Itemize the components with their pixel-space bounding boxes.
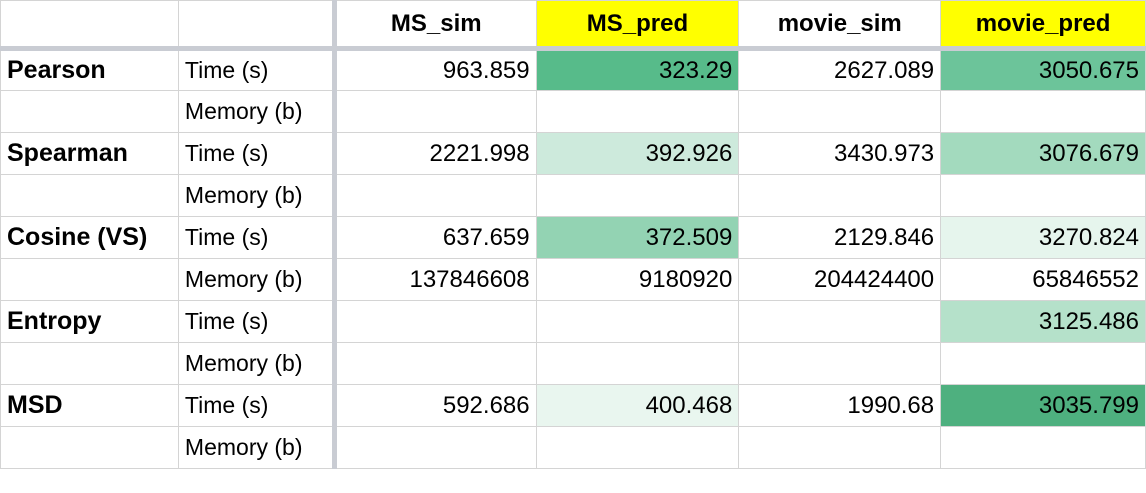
ms-sim-cell[interactable] — [333, 342, 537, 385]
row-label-cell[interactable]: Memory (b) — [177, 426, 337, 469]
ms-pred-cell[interactable] — [535, 342, 740, 385]
ms-sim-cell[interactable]: 592.686 — [333, 384, 537, 427]
table-row: Entropy Time (s) 3125.486 — [0, 300, 1146, 343]
ms-pred-cell[interactable] — [535, 426, 740, 469]
ms-sim-cell[interactable] — [333, 300, 537, 343]
movie-pred-cell[interactable]: 65846552 — [940, 258, 1146, 301]
metric-name-cell[interactable] — [0, 90, 179, 133]
movie-sim-cell[interactable] — [738, 342, 942, 385]
ms-pred-cell[interactable] — [535, 300, 740, 343]
row-label-cell[interactable]: Time (s) — [177, 48, 337, 91]
header-cell-movie-pred[interactable]: movie_pred — [940, 0, 1146, 51]
movie-pred-cell[interactable] — [940, 426, 1146, 469]
movie-sim-cell[interactable] — [738, 90, 942, 133]
movie-pred-cell[interactable] — [940, 342, 1146, 385]
metric-name-cell[interactable]: MSD — [0, 384, 179, 427]
metric-name-cell[interactable] — [0, 174, 179, 217]
movie-pred-cell[interactable]: 3076.679 — [940, 132, 1146, 175]
table-row: Memory (b) — [0, 342, 1146, 385]
metric-name-cell[interactable] — [0, 342, 179, 385]
row-label-cell[interactable]: Time (s) — [177, 132, 337, 175]
table-row: Memory (b) 137846608 9180920 204424400 65846… — [0, 258, 1146, 301]
header-cell-corner[interactable] — [0, 0, 179, 51]
metric-name-cell[interactable] — [0, 258, 179, 301]
row-label-cell[interactable]: Memory (b) — [177, 342, 337, 385]
ms-sim-cell[interactable]: 637.659 — [333, 216, 537, 259]
movie-sim-cell[interactable]: 1990.68 — [738, 384, 942, 427]
movie-sim-cell[interactable]: 2627.089 — [738, 48, 942, 91]
movie-pred-cell[interactable]: 3035.799 — [940, 384, 1146, 427]
row-label-cell[interactable]: Memory (b) — [177, 90, 337, 133]
metric-name-cell[interactable]: Spearman — [0, 132, 179, 175]
metric-name-cell[interactable]: Cosine (VS) — [0, 216, 179, 259]
table-row: Memory (b) — [0, 90, 1146, 133]
header-cell-label[interactable] — [177, 0, 337, 51]
ms-sim-cell[interactable] — [333, 174, 537, 217]
row-label-cell[interactable]: Time (s) — [177, 384, 337, 427]
table-row: MSD Time (s) 592.686 400.468 1990.68 3035.799 — [0, 384, 1146, 427]
movie-sim-cell[interactable] — [738, 174, 942, 217]
ms-pred-cell[interactable] — [535, 174, 740, 217]
row-label-cell[interactable]: Time (s) — [177, 300, 337, 343]
ms-pred-cell[interactable]: 372.509 — [535, 216, 740, 259]
ms-sim-cell[interactable] — [333, 426, 537, 469]
movie-sim-cell[interactable] — [738, 300, 942, 343]
table-row: Cosine (VS) Time (s) 637.659 372.509 2129.84… — [0, 216, 1146, 259]
ms-sim-cell[interactable] — [333, 90, 537, 133]
table-body: Pearson Time (s) 963.859 323.29 2627.089 3050… — [0, 48, 1146, 469]
movie-pred-cell[interactable]: 3050.675 — [940, 48, 1146, 91]
header-cell-movie-sim[interactable]: movie_sim — [738, 0, 942, 51]
header-cell-ms-sim[interactable]: MS_sim — [333, 0, 537, 51]
ms-pred-cell[interactable]: 323.29 — [535, 48, 740, 91]
row-label-cell[interactable]: Time (s) — [177, 216, 337, 259]
movie-sim-cell[interactable]: 3430.973 — [738, 132, 942, 175]
ms-pred-cell[interactable]: 400.468 — [535, 384, 740, 427]
movie-sim-cell[interactable]: 204424400 — [738, 258, 942, 301]
ms-pred-cell[interactable]: 9180920 — [535, 258, 740, 301]
table-row: Spearman Time (s) 2221.998 392.926 3430.973 3… — [0, 132, 1146, 175]
movie-pred-cell[interactable]: 3125.486 — [940, 300, 1146, 343]
ms-pred-cell[interactable] — [535, 90, 740, 133]
header-row: MS_sim MS_pred movie_sim movie_pred — [0, 0, 1146, 51]
table-row: Pearson Time (s) 963.859 323.29 2627.089 3050… — [0, 48, 1146, 91]
row-label-cell[interactable]: Memory (b) — [177, 174, 337, 217]
ms-sim-cell[interactable]: 2221.998 — [333, 132, 537, 175]
movie-pred-cell[interactable] — [940, 90, 1146, 133]
ms-pred-cell[interactable]: 392.926 — [535, 132, 740, 175]
movie-pred-cell[interactable] — [940, 174, 1146, 217]
results-table: MS_sim MS_pred movie_sim movie_pred Pear… — [0, 0, 1146, 469]
header-cell-ms-pred[interactable]: MS_pred — [535, 0, 740, 51]
metric-name-cell[interactable]: Pearson — [0, 48, 179, 91]
movie-sim-cell[interactable] — [738, 426, 942, 469]
table-row: Memory (b) — [0, 426, 1146, 469]
row-label-cell[interactable]: Memory (b) — [177, 258, 337, 301]
metric-name-cell[interactable] — [0, 426, 179, 469]
table-row: Memory (b) — [0, 174, 1146, 217]
movie-pred-cell[interactable]: 3270.824 — [940, 216, 1146, 259]
ms-sim-cell[interactable]: 137846608 — [333, 258, 537, 301]
movie-sim-cell[interactable]: 2129.846 — [738, 216, 942, 259]
ms-sim-cell[interactable]: 963.859 — [333, 48, 537, 91]
metric-name-cell[interactable]: Entropy — [0, 300, 179, 343]
